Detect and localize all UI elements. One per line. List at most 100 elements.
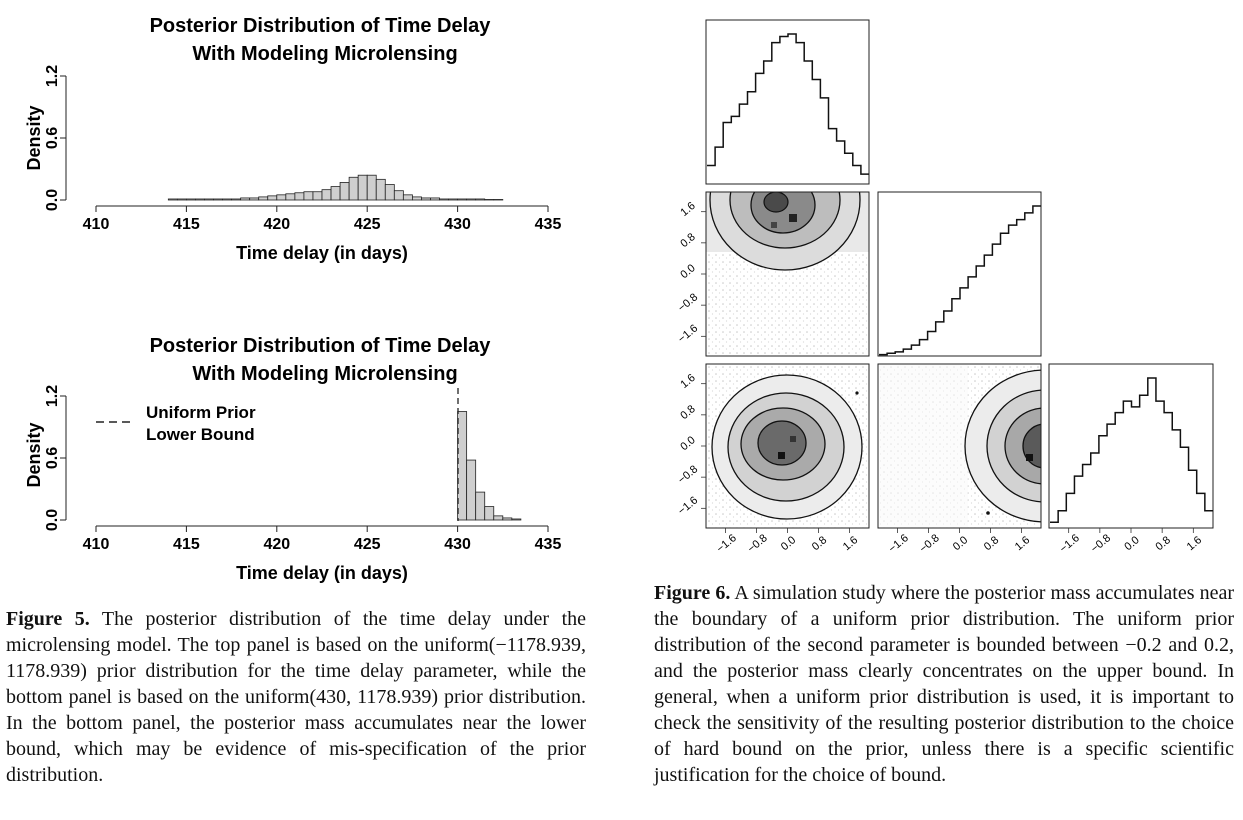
bottom-bar — [502, 517, 513, 521]
top-bar — [448, 198, 458, 201]
top-bar — [249, 197, 260, 201]
fig5-bottom-panel: Posterior Distribution of Time Delay Wit… — [24, 335, 561, 583]
figure-5-caption-text: The posterior distribution of the time d… — [6, 608, 587, 786]
top-bar — [294, 192, 305, 201]
bottom-x-tick-label: 410 — [83, 536, 110, 553]
fig5-bottom-title-2: With Modeling Microlensing — [192, 363, 457, 385]
top-bar — [466, 198, 477, 201]
top-bar — [339, 182, 350, 201]
top-bar — [484, 199, 495, 201]
corner-y-tick-label-1: −0.8 — [676, 463, 700, 486]
legend-label-2: Lower Bound — [146, 425, 255, 444]
bottom-bar — [466, 459, 477, 521]
corner-y-tick-label-1: 0.0 — [678, 434, 697, 453]
figure-5-caption: Figure 5. The posterior distribution of … — [6, 606, 586, 788]
fig5-top-panel: Posterior Distribution of Time Delay Wit… — [24, 15, 561, 263]
bottom-x-tick-label: 415 — [173, 536, 200, 553]
top-bar — [366, 174, 377, 201]
figure-5-caption-label: Figure 5. — [6, 608, 90, 630]
corner-y-tick-label-1: 1.6 — [678, 372, 697, 391]
top-bar — [430, 197, 440, 201]
corner-panel-1-1 — [705, 19, 870, 185]
top-y-tick-label: 0.6 — [44, 127, 61, 149]
corner-x-tick-label-1: 1.6 — [1013, 534, 1032, 553]
bottom-y-tick-label: 0.0 — [44, 509, 61, 531]
corner-x-tick-label-2: −1.6 — [1058, 532, 1082, 555]
marginal-hist-3 — [1050, 377, 1213, 523]
bottom-y-tick-label: 0.6 — [44, 447, 61, 469]
marginal-hist-2 — [879, 205, 1041, 356]
corner-x-tick-label-2: 0.0 — [1122, 534, 1141, 553]
bottom-bar — [475, 491, 486, 521]
top-bar — [285, 193, 296, 201]
corner-x-tick-label-2: 1.6 — [1185, 534, 1204, 553]
top-bar — [195, 198, 205, 201]
fig5-top-xlabel: Time delay (in days) — [236, 243, 408, 263]
top-bar — [303, 191, 314, 201]
top-bar — [475, 198, 486, 201]
top-x-tick-label: 410 — [83, 216, 110, 233]
top-bar — [167, 198, 178, 201]
top-bar — [457, 198, 468, 201]
fig5-bottom-xlabel: Time delay (in days) — [236, 563, 408, 583]
fig5-top-title-2: With Modeling Microlensing — [192, 43, 457, 65]
corner-x-tick-label-0: 0.0 — [779, 534, 798, 553]
top-y-tick-label: 0.0 — [44, 189, 61, 211]
fig5-bottom-title-1: Posterior Distribution of Time Delay — [150, 335, 492, 357]
bottom-x-tick-label: 425 — [354, 536, 381, 553]
marginal-hist-1 — [707, 33, 869, 175]
corner-x-tick-label-0: 1.6 — [841, 534, 860, 553]
top-y-tick-label: 1.2 — [44, 65, 61, 87]
corner-x-tick-label-0: −1.6 — [714, 532, 738, 555]
top-bar — [185, 198, 196, 201]
top-x-tick-label: 435 — [535, 216, 562, 233]
corner-y-tick-label-0: −1.6 — [676, 322, 700, 345]
corner-y-tick-label-0: 0.8 — [678, 231, 697, 250]
figure-6-caption-label: Figure 6. — [654, 582, 731, 604]
fig5-top-ylabel: Density — [24, 105, 44, 170]
top-bar — [402, 194, 413, 201]
figure-5-plots: Posterior Distribution of Time Delay Wit… — [24, 15, 561, 583]
fig5-top-title-1: Posterior Distribution of Time Delay — [150, 15, 492, 37]
figure-6-caption-text: A simulation study where the posterior m… — [654, 582, 1234, 786]
corner-x-tick-label-0: −0.8 — [745, 532, 769, 555]
top-bar — [213, 198, 223, 201]
top-x-tick-label: 430 — [444, 216, 471, 233]
bottom-bar — [484, 506, 495, 521]
corner-panel-3-1 — [706, 364, 869, 528]
top-bar — [321, 189, 332, 201]
corner-y-tick-label-0: −0.8 — [676, 291, 700, 314]
figure-6-caption: Figure 6. A simulation study where the p… — [654, 580, 1234, 788]
fig5-bottom-ylabel: Density — [24, 422, 44, 487]
top-bar — [421, 197, 431, 201]
top-bar — [204, 198, 214, 201]
top-bar — [357, 174, 368, 201]
figure-6-corner-plot: −1.6 −0.8 0.0 0.8 1.6 −1.6 −0.8 0.0 0.8 1.6 −1.6 −0… — [676, 19, 1214, 555]
top-bar — [240, 197, 251, 201]
corner-y-tick-label-0: 1.6 — [678, 200, 697, 219]
bottom-x-tick-label: 430 — [444, 536, 471, 553]
top-bar — [375, 178, 386, 201]
top-bar — [439, 198, 449, 201]
corner-y-tick-label-1: −1.6 — [676, 494, 700, 517]
top-bar — [330, 186, 341, 201]
corner-panel-3-3 — [1048, 363, 1214, 529]
top-bar — [222, 198, 232, 201]
corner-x-tick-label-1: 0.0 — [951, 534, 970, 553]
top-x-tick-label: 425 — [354, 216, 381, 233]
legend-label-1: Uniform Prior — [146, 403, 256, 422]
top-bar — [312, 191, 323, 201]
bottom-bar — [511, 518, 522, 521]
bottom-bar — [457, 411, 468, 521]
corner-x-tick-label-0: 0.8 — [810, 534, 829, 553]
top-bar — [348, 176, 359, 201]
top-bar — [231, 198, 242, 201]
top-bar — [493, 199, 504, 201]
bottom-x-tick-label: 435 — [535, 536, 562, 553]
top-bar — [393, 190, 404, 201]
top-bar — [258, 196, 269, 201]
bottom-x-tick-label: 420 — [263, 536, 290, 553]
top-bar — [176, 198, 187, 201]
corner-panel-3-2 — [878, 364, 1041, 528]
top-bar — [276, 194, 287, 201]
